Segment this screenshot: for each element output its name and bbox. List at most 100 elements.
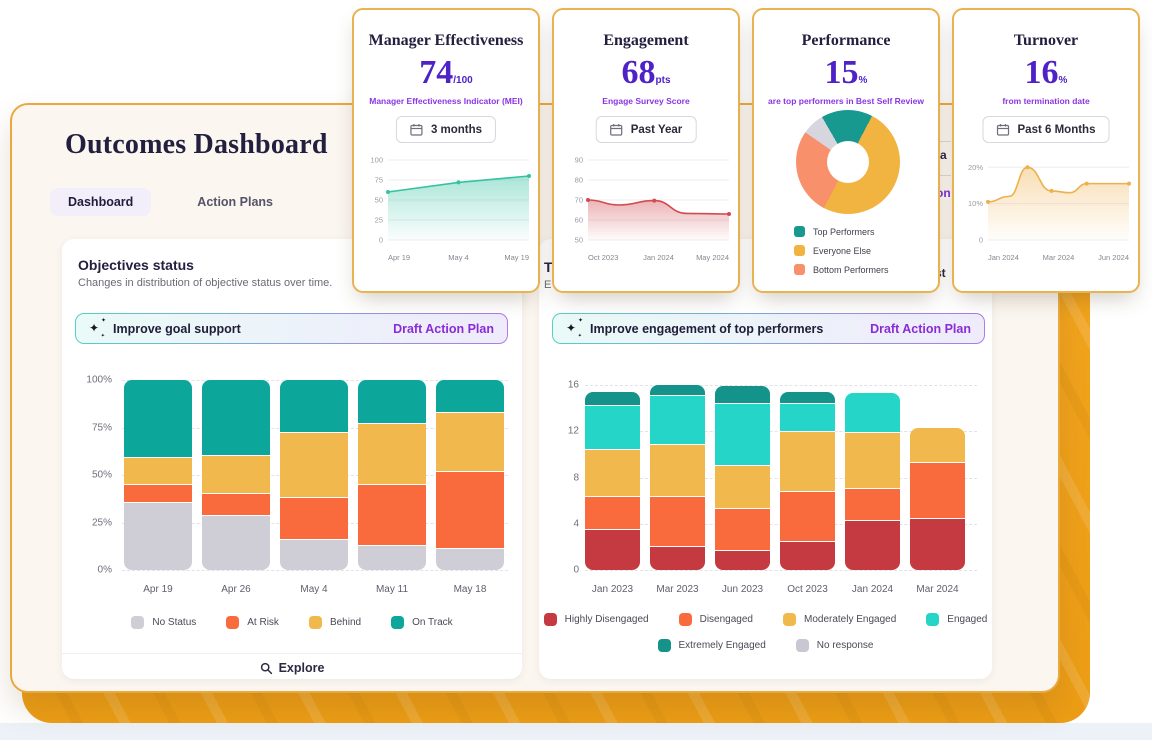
draft-action-plan-link[interactable]: Draft Action Plan [393, 321, 494, 336]
draft-action-plan-link[interactable]: Draft Action Plan [870, 321, 971, 336]
x-tick-label: Jan 2024 [851, 584, 894, 595]
legend-item: At Risk [226, 616, 279, 629]
y-tick-label: 75 [375, 176, 383, 185]
bar-segment [124, 380, 192, 457]
objectives-status-panel: Objectives status Changes in distributio… [62, 239, 522, 679]
legend-label: Everyone Else [813, 245, 872, 256]
bar-segment [715, 466, 770, 509]
kpi-title: Manager Effectiveness [368, 32, 524, 49]
bar-segment [585, 450, 640, 496]
date-range-dropdown[interactable]: Past 6 Months [982, 116, 1110, 143]
turnover-trend-chart: 20% 10% 0 Jan 2024 Mar 2024 Jun 2024 [960, 150, 1136, 270]
bar-segment [845, 432, 900, 489]
occluded-panel-title: T [544, 259, 553, 275]
tab-dashboard[interactable]: Dashboard [50, 188, 152, 216]
bar-segment [910, 462, 965, 518]
chart-legend: No Status At Risk Behind On Track [62, 616, 522, 629]
me_trend-svg: 100 75 50 25 0 Apr 19 May 4 May 19 [370, 156, 531, 262]
data-point [1049, 188, 1054, 193]
bar-segment [585, 406, 640, 450]
x-tick-label: May 4 [448, 253, 468, 262]
legend-item: Disengaged [678, 613, 753, 626]
x-tick-label: May 11 [375, 584, 409, 595]
occluded-divider [935, 141, 951, 142]
bar-segment [358, 424, 426, 484]
legend-item: Everyone Else [794, 245, 889, 256]
gridline [585, 570, 977, 571]
objectives-stacked-bar-chart [122, 380, 508, 571]
legend-row: Highly Disengaged Disengaged Moderately En… [539, 613, 992, 626]
bar-segment [585, 530, 640, 570]
bar-segment [845, 393, 900, 432]
bar-segment [780, 541, 835, 570]
x-tick-label: Jun 2023 [721, 584, 764, 595]
bar-segment [780, 391, 835, 404]
y-tick-label: 60 [575, 216, 583, 225]
legend-label: On Track [412, 617, 453, 628]
bar-segment [124, 457, 192, 484]
turnover_trend-svg: 20% 10% 0 Jan 2024 Mar 2024 Jun 2024 [968, 163, 1131, 262]
legend-item: Top Performers [794, 226, 889, 237]
page-bottom-background [0, 723, 1152, 740]
data-point [1084, 181, 1089, 186]
legend-swatch [391, 616, 405, 629]
y-axis-labels: 100% 75% 50% 25% 0% [62, 375, 112, 576]
bar [910, 427, 965, 570]
calendar-icon [410, 124, 423, 136]
x-tick-label: May 19 [504, 253, 529, 262]
x-tick-label: Apr 19 [388, 253, 410, 262]
x-tick-label: Jun 2024 [1098, 253, 1129, 262]
legend-item: Bottom Performers [794, 264, 889, 275]
bar [650, 385, 705, 570]
manager-effectiveness-trend-chart: 100 75 50 25 0 Apr 19 May 4 May 19 [360, 150, 536, 270]
data-point [727, 212, 731, 216]
bar-segment [585, 496, 640, 530]
kpi-title: Performance [801, 32, 891, 49]
area-fill [388, 176, 529, 240]
occluded-text-fragment: a [940, 148, 947, 162]
legend-item: Moderately Engaged [782, 613, 896, 626]
y-tick-label: 25 [375, 216, 383, 225]
kpi-card-performance: Performance 15 % are top performers in B… [752, 8, 940, 293]
y-tick-label: 20% [968, 163, 983, 172]
legend-item: On Track [391, 616, 453, 629]
y-tick-label: 0 [379, 236, 383, 245]
x-tick-label: Jan 2024 [988, 253, 1019, 262]
divider [62, 653, 522, 654]
explore-label: Explore [278, 661, 325, 675]
legend-swatch [226, 616, 240, 629]
date-range-dropdown[interactable]: Past Year [595, 116, 697, 143]
date-range-dropdown[interactable]: 3 months [395, 116, 497, 143]
legend-item: No response [795, 639, 873, 652]
bar-segment [650, 547, 705, 570]
bar-segment [358, 380, 426, 423]
gridline [585, 385, 977, 386]
kpi-title: Turnover [1013, 32, 1079, 49]
legend-item: Extremely Engaged [657, 639, 766, 652]
legend-swatch [782, 613, 796, 626]
kpi-subtitle: Manager Effectiveness Indicator (MEI) [369, 96, 523, 106]
panel-subtitle: Changes in distribution of objective sta… [78, 277, 333, 289]
legend-swatch [794, 226, 805, 237]
y-tick-label: 16 [567, 379, 579, 391]
ai-suggestion-banner: ✦ ✦ ✦ Improve goal support Draft Action Pl… [75, 313, 508, 344]
data-point [527, 174, 531, 178]
y-tick-label: 0% [97, 564, 112, 576]
banner-text: Improve engagement of top performers [590, 321, 824, 336]
bar-segment [280, 497, 348, 540]
legend-swatch [131, 616, 145, 629]
tab-action-plans[interactable]: Action Plans [197, 195, 274, 209]
y-tick-label: 75% [91, 422, 112, 433]
legend-label: Extremely Engaged [678, 640, 766, 651]
eng_trend-svg: 90 80 70 60 50 Oct 2023 Jan 2024 May 2024 [575, 156, 731, 262]
explore-button[interactable]: Explore [62, 660, 522, 676]
legend-swatch [657, 639, 671, 652]
y-tick-label: 8 [573, 472, 579, 483]
bar-segment [358, 545, 426, 570]
legend-row: Extremely Engaged No response [539, 639, 992, 652]
bar [780, 391, 835, 570]
legend-swatch [543, 613, 557, 626]
kpi-card-engagement: Engagement 68 pts Engage Survey Score Pa… [552, 8, 740, 293]
legend-label: Disengaged [699, 614, 753, 625]
